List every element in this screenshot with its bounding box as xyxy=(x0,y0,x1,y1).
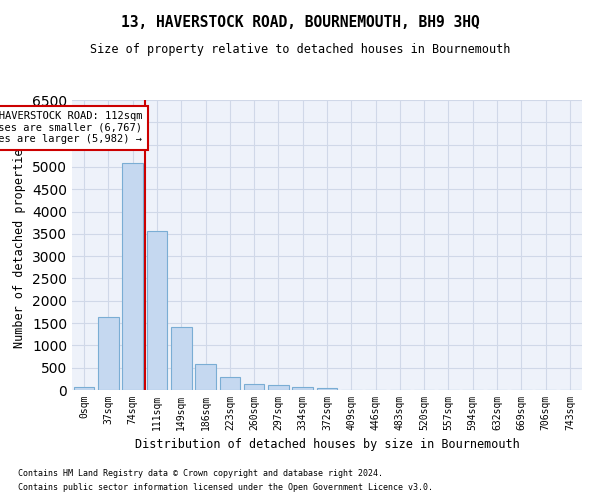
Bar xyxy=(74,388,94,390)
Text: 13 HAVERSTOCK ROAD: 112sqm
← 53% of detached houses are smaller (6,767)
46% of s: 13 HAVERSTOCK ROAD: 112sqm ← 53% of deta… xyxy=(0,111,142,144)
Bar xyxy=(268,386,289,390)
Bar xyxy=(98,318,119,390)
Text: Size of property relative to detached houses in Bournemouth: Size of property relative to detached ho… xyxy=(90,42,510,56)
Bar xyxy=(146,230,167,390)
Text: Contains HM Land Registry data © Crown copyright and database right 2024.: Contains HM Land Registry data © Crown c… xyxy=(18,468,383,477)
Text: Contains public sector information licensed under the Open Government Licence v3: Contains public sector information licen… xyxy=(18,484,433,492)
Bar xyxy=(122,164,143,390)
Bar xyxy=(244,384,265,390)
Bar xyxy=(220,377,240,390)
Bar xyxy=(292,386,313,390)
Bar xyxy=(171,327,191,390)
X-axis label: Distribution of detached houses by size in Bournemouth: Distribution of detached houses by size … xyxy=(134,438,520,452)
Y-axis label: Number of detached properties: Number of detached properties xyxy=(13,142,26,348)
Text: 13, HAVERSTOCK ROAD, BOURNEMOUTH, BH9 3HQ: 13, HAVERSTOCK ROAD, BOURNEMOUTH, BH9 3H… xyxy=(121,15,479,30)
Bar xyxy=(195,364,216,390)
Bar xyxy=(317,388,337,390)
